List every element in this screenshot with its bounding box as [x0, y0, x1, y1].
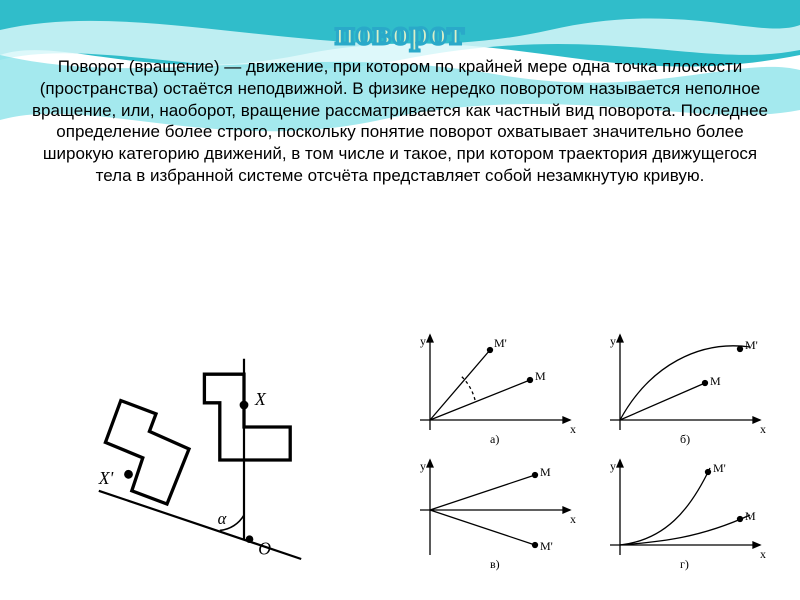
label-X: X [254, 389, 267, 409]
svg-text:б): б) [680, 432, 690, 446]
svg-text:M': M' [540, 539, 553, 553]
label-alpha: α [218, 509, 227, 528]
title-text: поворот [335, 15, 465, 52]
svg-text:M': M' [745, 338, 758, 352]
svg-text:x: x [570, 512, 576, 526]
panel-b: M M' x y б) [610, 334, 766, 446]
label-Xp: X' [98, 468, 114, 488]
svg-text:M: M [745, 509, 756, 523]
svg-text:M: M [710, 374, 721, 388]
svg-text:г): г) [680, 557, 689, 571]
svg-text:x: x [760, 422, 766, 436]
label-O: O [258, 539, 271, 559]
body-text: Поворот (вращение) — движение, при котор… [30, 56, 770, 187]
figures-area: X X' O α M M' [0, 320, 800, 600]
svg-text:y: y [420, 459, 426, 473]
panel-a: M M' x y а) [420, 334, 576, 446]
svg-text:y: y [420, 334, 426, 348]
slide: поворот Поворот (вращение) — движение, п… [0, 0, 800, 600]
panel-g: M' M x y г) [610, 459, 766, 571]
figure-rotation-shape: X X' O α [60, 350, 340, 570]
svg-text:x: x [570, 422, 576, 436]
svg-text:x: x [760, 547, 766, 561]
svg-text:а): а) [490, 432, 499, 446]
svg-text:y: y [610, 459, 616, 473]
svg-text:M: M [535, 369, 546, 383]
figure-plot-grid: M M' x y а) M M' [400, 320, 780, 580]
svg-text:в): в) [490, 557, 500, 571]
svg-text:M': M' [494, 336, 507, 350]
slide-title: поворот [0, 10, 800, 56]
panel-v: M M' x y в) [420, 459, 576, 571]
svg-text:y: y [610, 334, 616, 348]
svg-text:M': M' [713, 461, 726, 475]
svg-text:M: M [540, 465, 551, 479]
